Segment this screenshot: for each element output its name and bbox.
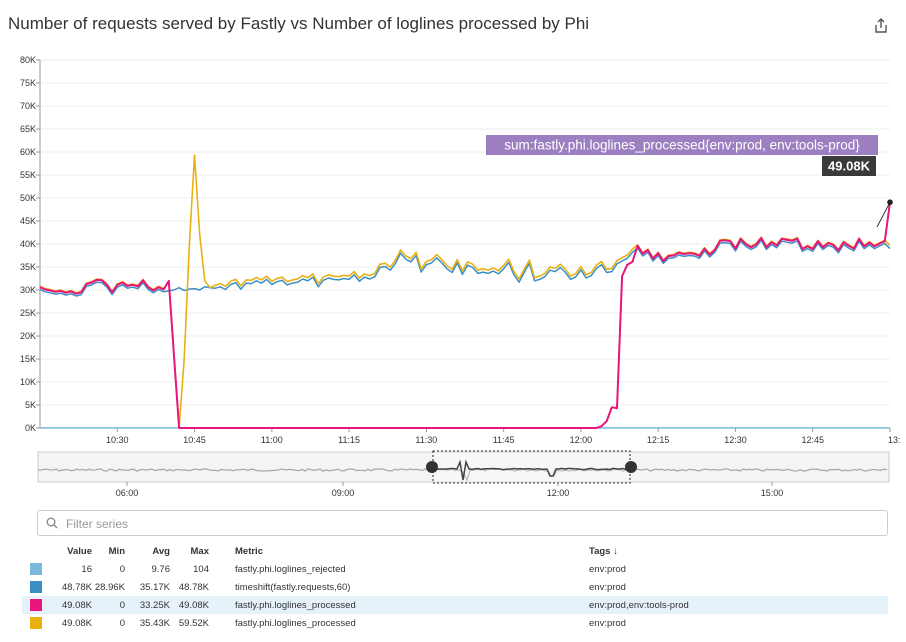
- x-tick-label: 10:45: [183, 435, 206, 445]
- min-cell: 0: [119, 617, 125, 629]
- chart-title: Number of requests served by Fastly vs N…: [8, 14, 590, 33]
- value-cell: 49.08K: [61, 617, 92, 629]
- main-chart[interactable]: 0K 5K 10K 15K 20K 25K 30K 35K 40K 45K 50K 55K 60K 65K…: [0, 52, 906, 447]
- y-tick-label: 35K: [20, 262, 36, 272]
- metric-cell: fastly.phi.loglines_processed: [235, 617, 356, 629]
- metric-cell: fastly.phi.loglines_processed: [235, 596, 589, 614]
- x-tick-label: 10:30: [106, 435, 129, 445]
- value-cell: 49.08K: [42, 596, 92, 614]
- y-tick-label: 70K: [20, 101, 36, 111]
- y-tick-label: 0K: [25, 423, 36, 433]
- header-tags[interactable]: Tags ↓: [589, 546, 618, 557]
- y-tick-label: 10K: [20, 377, 36, 387]
- navigator-handle-right[interactable]: [625, 461, 637, 473]
- filter-series-input[interactable]: [64, 514, 868, 534]
- avg-cell: 9.76: [151, 563, 171, 575]
- tooltip-label: sum:fastly.phi.loglines_processed{env:pr…: [504, 138, 860, 153]
- avg-cell: 33.25K: [125, 596, 170, 614]
- value-cell: 16: [81, 563, 92, 575]
- metric-cell: timeshift(fastly.requests,60): [235, 581, 351, 593]
- legend-row[interactable]: 49.08K 0 35.43K 59.52K fastly.phi.loglin…: [22, 614, 888, 632]
- value-cell: 48.78K: [61, 581, 92, 593]
- tags-cell: env:prod,env:tools-prod: [589, 596, 888, 614]
- legend-table: Value Min Avg Max Metric Tags ↓ 16 0 9.7…: [22, 543, 888, 632]
- x-tick-label: 11:15: [338, 435, 360, 445]
- min-cell: 0: [119, 563, 125, 575]
- series-swatch: [30, 617, 42, 629]
- navigator-tick-label: 15:00: [761, 488, 784, 498]
- y-tick-label: 75K: [20, 78, 36, 88]
- header-min[interactable]: Min: [108, 546, 125, 557]
- header-value[interactable]: Value: [67, 546, 92, 557]
- max-cell: 48.78K: [178, 581, 209, 593]
- navigator-tick-label: 09:00: [332, 488, 355, 498]
- series-line-requests: [39, 239, 891, 297]
- y-tick-label: 30K: [20, 285, 36, 295]
- y-tick-label: 45K: [20, 216, 36, 226]
- series-swatch: [30, 563, 42, 575]
- max-cell: 104: [193, 563, 209, 575]
- navigator-selected-trace: [432, 459, 629, 481]
- y-tick-label: 20K: [20, 331, 36, 341]
- tags-cell: env:prod: [589, 563, 626, 575]
- series-line-processed_tools: [39, 202, 891, 429]
- legend-row-highlighted[interactable]: 49.08K 0 33.25K 49.08K fastly.phi.loglin…: [22, 596, 888, 614]
- navigator-tick-label: 06:00: [116, 488, 139, 498]
- series-swatch: [30, 581, 42, 593]
- x-tick-label: 13:: [888, 435, 901, 445]
- y-tick-label: 50K: [20, 193, 36, 203]
- navigator-trace: [37, 468, 888, 482]
- y-tick-label: 80K: [20, 55, 36, 65]
- tooltip-value-box: [822, 156, 876, 176]
- avg-cell: 35.17K: [139, 581, 170, 593]
- y-tick-label: 25K: [20, 308, 36, 318]
- tooltip-leader-line: [876, 201, 891, 228]
- filter-series-field[interactable]: [37, 510, 888, 536]
- metric-cell: fastly.phi.loglines_rejected: [235, 563, 346, 575]
- legend-row[interactable]: 16 0 9.76 104 fastly.phi.loglines_reject…: [22, 560, 888, 578]
- avg-cell: 35.43K: [139, 617, 170, 629]
- y-tick-label: 65K: [20, 124, 36, 134]
- x-tick-label: 11:00: [261, 435, 283, 445]
- max-cell: 49.08K: [170, 596, 209, 614]
- navigator-tick-label: 12:00: [547, 488, 570, 498]
- x-tick-label: 12:15: [647, 435, 670, 445]
- y-tick-label: 5K: [25, 400, 36, 410]
- y-tick-label: 40K: [20, 239, 36, 249]
- x-tick-label: 11:30: [415, 435, 437, 445]
- y-tick-label: 15K: [20, 354, 36, 364]
- tooltip-point: [887, 199, 893, 206]
- series-swatch: [30, 599, 42, 611]
- min-cell: 28.96K: [94, 581, 125, 593]
- navigator-handle-left[interactable]: [426, 461, 438, 473]
- x-tick-label: 12:00: [570, 435, 593, 445]
- header-max[interactable]: Max: [190, 546, 209, 557]
- x-tick-label: 11:45: [493, 435, 515, 445]
- min-cell: 0: [92, 596, 125, 614]
- legend-header-row: Value Min Avg Max Metric Tags ↓: [22, 543, 888, 560]
- tooltip-value: 49.08K: [828, 159, 871, 174]
- tags-cell: env:prod: [589, 617, 626, 629]
- x-tick-label: 12:45: [801, 435, 824, 445]
- header-metric[interactable]: Metric: [235, 546, 263, 557]
- tags-cell: env:prod: [589, 581, 626, 593]
- search-icon: [46, 517, 58, 529]
- x-tick-label: 12:30: [724, 435, 747, 445]
- legend-row[interactable]: 48.78K 28.96K 35.17K 48.78K timeshift(fa…: [22, 578, 888, 596]
- y-tick-label: 55K: [20, 170, 36, 180]
- tooltip-label-box: [486, 135, 878, 155]
- header-avg[interactable]: Avg: [152, 546, 170, 557]
- y-tick-label: 60K: [20, 147, 36, 157]
- share-icon[interactable]: [874, 18, 888, 34]
- navigator-chart[interactable]: 06:00 09:00 12:00 15:00: [0, 448, 906, 504]
- max-cell: 59.52K: [178, 617, 209, 629]
